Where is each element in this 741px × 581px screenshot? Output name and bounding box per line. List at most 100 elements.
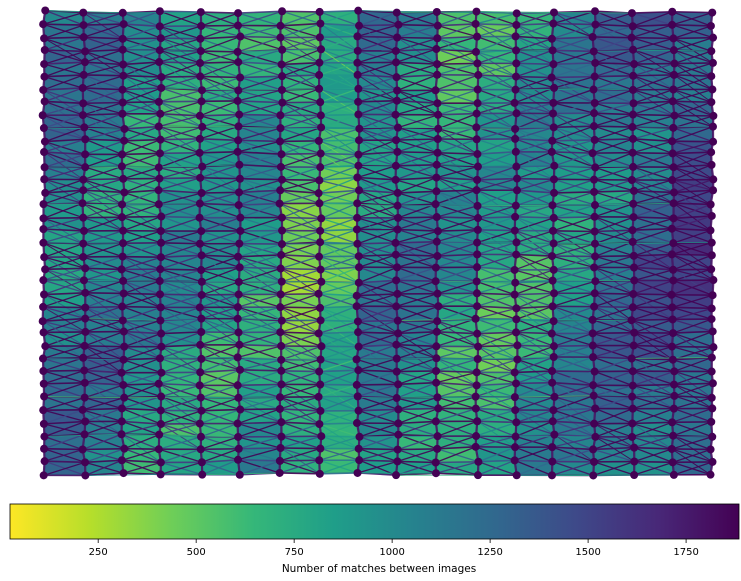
match-edge — [516, 102, 554, 114]
match-edge — [82, 191, 125, 204]
match-edge — [281, 64, 320, 90]
match-edge — [671, 448, 711, 451]
match-edge — [396, 89, 438, 104]
image-node — [156, 135, 165, 144]
match-edge — [475, 12, 517, 25]
match-edge — [514, 446, 553, 463]
match-edge — [553, 88, 594, 104]
match-edge — [436, 48, 478, 64]
image-node — [629, 99, 638, 108]
match-edge — [398, 422, 438, 437]
image-node — [512, 46, 521, 55]
image-node — [590, 99, 599, 108]
match-edge — [476, 179, 518, 191]
match-edge — [633, 88, 674, 104]
match-edge — [673, 202, 711, 206]
match-edge — [319, 423, 360, 438]
match-edge — [43, 267, 86, 281]
match-edge — [237, 306, 281, 320]
image-node — [275, 199, 284, 208]
match-edge — [200, 369, 241, 374]
image-node — [707, 148, 716, 157]
match-edge — [357, 383, 399, 397]
image-node — [549, 342, 558, 351]
match-edge — [239, 369, 282, 372]
match-edge — [200, 371, 238, 386]
match-edge — [280, 319, 321, 333]
match-edge — [553, 332, 593, 347]
match-edge — [200, 38, 238, 53]
image-node — [315, 199, 324, 208]
image-node — [548, 302, 557, 311]
match-edge — [515, 63, 554, 78]
image-node — [548, 367, 557, 376]
match-edge — [121, 139, 161, 156]
image-node — [81, 135, 90, 144]
image-node — [513, 341, 522, 350]
match-edge — [201, 448, 240, 463]
image-node — [630, 470, 639, 479]
match-edge — [673, 115, 714, 129]
match-edge — [398, 408, 437, 423]
match-edge — [83, 63, 124, 76]
image-node — [233, 147, 242, 156]
match-edge — [633, 190, 674, 204]
match-edge — [358, 242, 396, 257]
image-node — [708, 8, 717, 17]
match-edge — [436, 216, 479, 219]
match-edge — [551, 62, 596, 79]
image-node — [590, 175, 599, 184]
image-node — [629, 251, 638, 260]
colorbar-tick-label-250: 250 — [89, 547, 108, 558]
match-edge — [398, 407, 439, 411]
match-edge — [159, 269, 202, 282]
image-node — [155, 277, 164, 286]
match-edge — [42, 102, 84, 116]
image-node — [39, 214, 48, 223]
match-edge — [551, 139, 595, 153]
match-edge — [280, 447, 321, 450]
match-edge — [280, 22, 321, 27]
match-edge — [594, 305, 633, 309]
match-edge — [320, 266, 360, 271]
image-node — [668, 20, 677, 29]
image-node — [392, 471, 401, 480]
match-edge — [160, 25, 202, 39]
match-edge — [396, 344, 437, 359]
match-edge — [82, 448, 123, 461]
match-edge — [395, 139, 438, 154]
image-node — [433, 317, 442, 326]
match-edge — [594, 112, 634, 116]
image-node — [236, 73, 245, 82]
match-edge — [396, 73, 438, 78]
image-node — [157, 83, 166, 92]
image-node — [513, 174, 522, 183]
image-node — [353, 213, 362, 222]
image-node — [433, 432, 442, 441]
match-edge — [357, 242, 396, 245]
image-node — [78, 83, 87, 92]
match-edge — [475, 35, 516, 53]
image-node — [235, 188, 244, 197]
image-node — [119, 20, 128, 29]
image-node — [510, 368, 519, 377]
image-node — [156, 226, 165, 235]
match-edge — [123, 383, 159, 399]
match-edge — [396, 345, 437, 360]
image-node — [316, 380, 325, 389]
image-node — [548, 443, 557, 452]
match-edge — [632, 37, 674, 51]
match-edge — [281, 166, 321, 181]
image-node — [39, 200, 48, 209]
image-node — [512, 9, 521, 18]
match-edge — [200, 61, 239, 64]
match-edge — [515, 89, 554, 104]
image-node — [432, 367, 441, 376]
match-edge — [395, 230, 439, 244]
match-edge — [514, 370, 553, 374]
match-edge — [672, 294, 713, 308]
match-edge — [595, 12, 633, 26]
image-node — [394, 380, 403, 389]
match-edge — [161, 76, 203, 91]
match-edge — [436, 320, 479, 348]
